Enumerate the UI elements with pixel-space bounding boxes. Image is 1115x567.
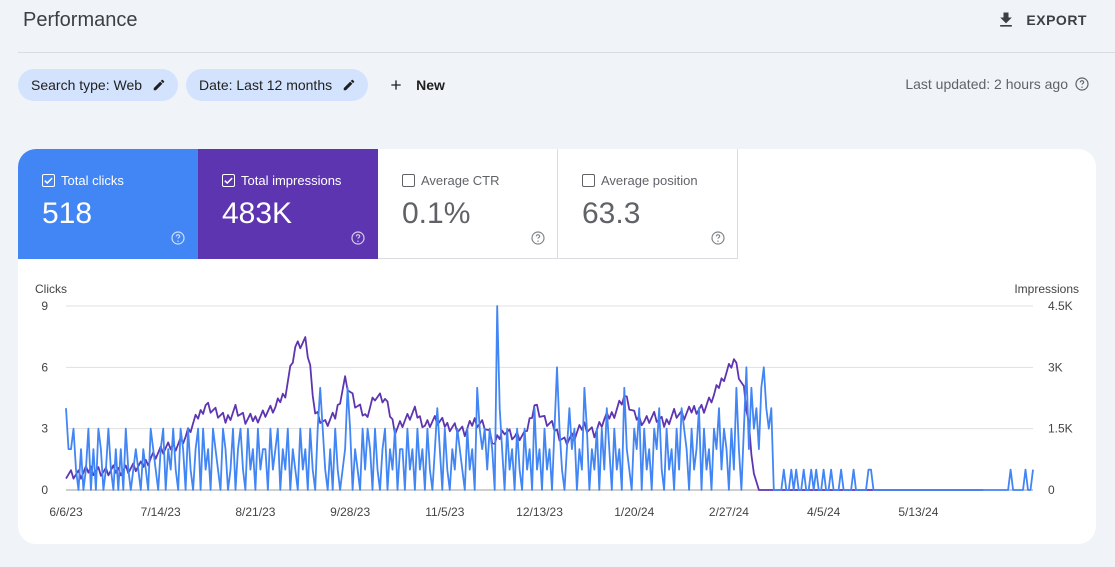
pencil-icon	[153, 79, 165, 91]
help-icon[interactable]	[530, 230, 546, 246]
metric-label-text: Total clicks	[61, 173, 124, 188]
right-tick-label: 3K	[1048, 360, 1063, 374]
x-tick-label: 7/14/23	[141, 505, 181, 519]
metric-tabs: Total clicks 518 Total impressions 483K …	[18, 149, 738, 259]
new-label: New	[416, 77, 445, 93]
plus-icon	[391, 80, 401, 90]
x-tick-label: 4/5/24	[807, 505, 841, 519]
right-tick-label: 1.5K	[1048, 422, 1073, 436]
metric-value: 0.1%	[402, 197, 471, 230]
search-type-label: Search type: Web	[31, 77, 143, 93]
metric-label-text: Total impressions	[241, 173, 342, 188]
x-tick-label: 6/6/23	[49, 505, 83, 519]
metric-label-text: Average CTR	[421, 173, 500, 188]
checkbox-checked-icon[interactable]	[42, 174, 55, 187]
last-updated-text: Last updated: 2 hours ago	[905, 76, 1068, 92]
metric-average-ctr[interactable]: Average CTR 0.1%	[378, 149, 558, 259]
x-tick-label: 11/5/23	[425, 505, 464, 519]
x-tick-label: 2/27/24	[709, 505, 749, 519]
x-tick-label: 9/28/23	[330, 505, 370, 519]
header-divider	[18, 52, 1115, 53]
performance-chart[interactable]: Clicks Impressions 0 0 3 1.5K 6 3K 9 4.5K 6/6/23 7/…	[18, 279, 1096, 529]
help-icon[interactable]	[170, 230, 186, 246]
checkbox-checked-icon[interactable]	[222, 174, 235, 187]
help-icon[interactable]	[710, 230, 726, 246]
checkbox-unchecked-icon[interactable]	[402, 174, 415, 187]
metric-total-impressions[interactable]: Total impressions 483K	[198, 149, 378, 259]
x-tick-label: 1/20/24	[614, 505, 654, 519]
impressions-line	[65, 336, 984, 491]
right-tick-label: 4.5K	[1048, 299, 1073, 313]
metric-label-text: Average position	[601, 173, 698, 188]
metric-value: 63.3	[582, 197, 641, 230]
pencil-icon	[343, 79, 355, 91]
right-tick-label: 0	[1048, 483, 1055, 497]
right-axis-label: Impressions	[1014, 282, 1079, 296]
left-tick-label: 9	[41, 299, 48, 313]
download-icon	[1000, 12, 1013, 27]
export-label: EXPORT	[1026, 12, 1087, 28]
left-tick-label: 0	[41, 483, 48, 497]
metric-value: 518	[42, 197, 93, 230]
new-filter-button[interactable]: New	[388, 77, 445, 93]
metric-label: Total impressions	[222, 173, 341, 188]
x-tick-label: 8/21/23	[235, 505, 275, 519]
metric-label: Average position	[582, 173, 698, 188]
x-tick-label: 12/13/23	[516, 505, 563, 519]
left-tick-label: 6	[41, 360, 48, 374]
metric-value: 483K	[222, 197, 293, 230]
clicks-line	[65, 305, 1034, 491]
search-type-chip[interactable]: Search type: Web	[18, 69, 179, 101]
date-label: Date: Last 12 months	[199, 77, 333, 93]
last-updated: Last updated: 2 hours ago	[905, 76, 1090, 92]
x-tick-label: 5/13/24	[898, 505, 938, 519]
metric-total-clicks[interactable]: Total clicks 518	[18, 149, 198, 259]
metric-label: Total clicks	[42, 173, 124, 188]
left-axis-label: Clicks	[35, 282, 67, 296]
left-tick-label: 3	[41, 422, 48, 436]
performance-card: Total clicks 518 Total impressions 483K …	[18, 149, 1096, 544]
header: Performance EXPORT	[0, 0, 1115, 52]
metric-average-position[interactable]: Average position 63.3	[558, 149, 738, 259]
help-icon[interactable]	[1074, 76, 1090, 92]
checkbox-unchecked-icon[interactable]	[582, 174, 595, 187]
filter-bar: Search type: Web Date: Last 12 months Ne…	[18, 69, 445, 101]
help-icon[interactable]	[350, 230, 366, 246]
page-title: Performance	[23, 9, 138, 31]
date-chip[interactable]: Date: Last 12 months	[186, 69, 369, 101]
metric-label: Average CTR	[402, 173, 500, 188]
export-button[interactable]: EXPORT	[996, 10, 1087, 30]
chart-svg: Clicks Impressions 0 0 3 1.5K 6 3K 9 4.5K 6/6/23 7/…	[35, 282, 1079, 519]
